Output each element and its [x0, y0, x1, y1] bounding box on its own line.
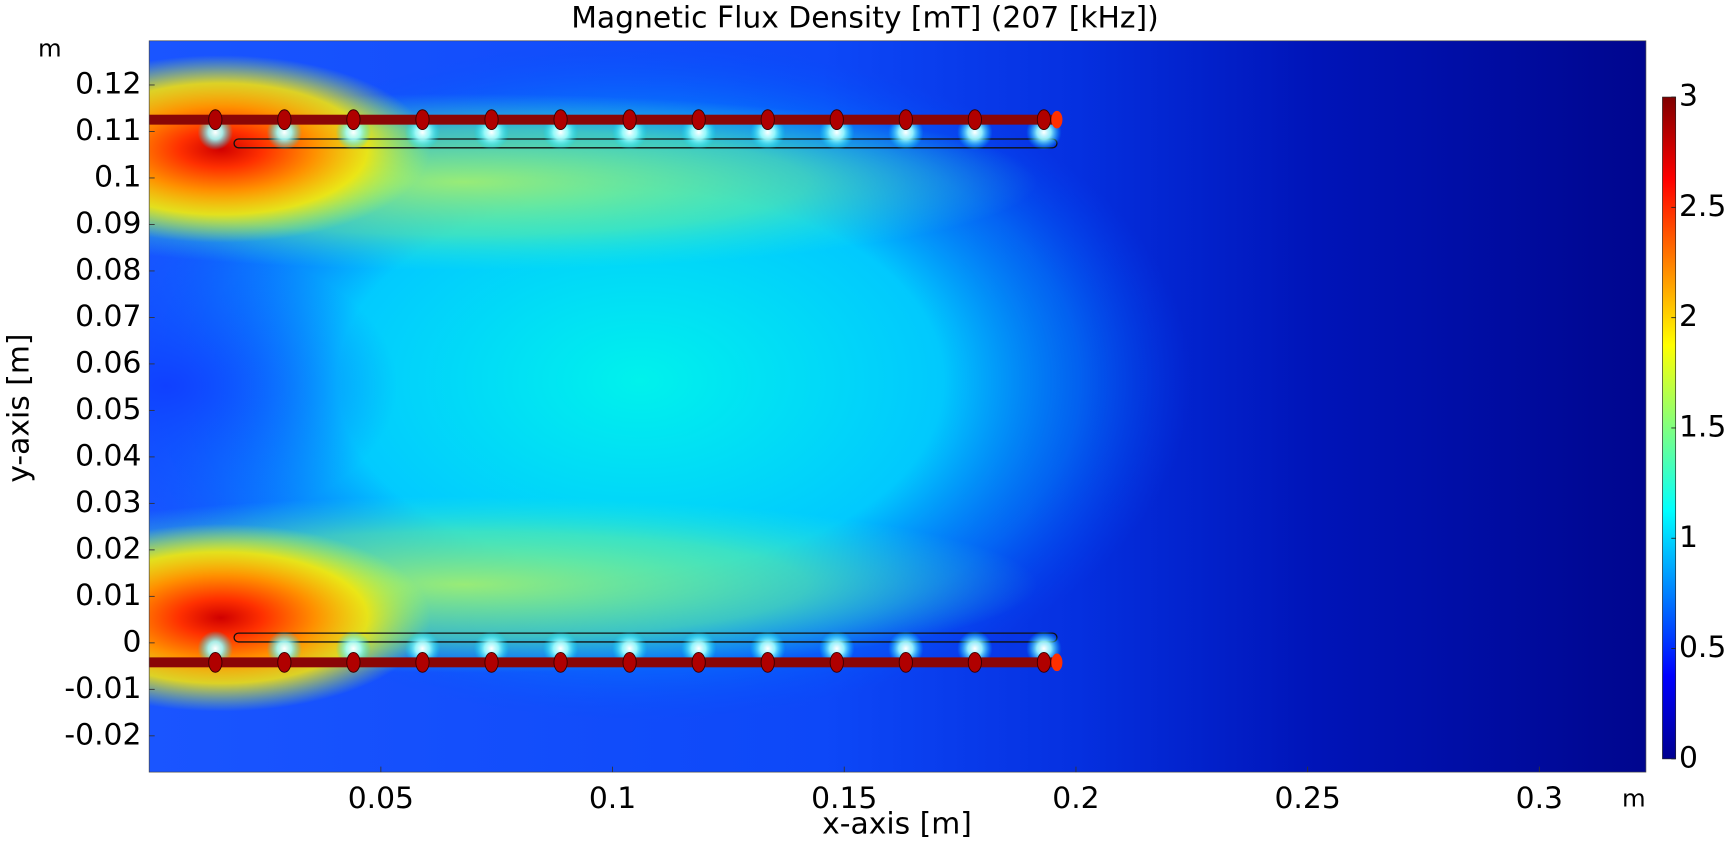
colorbar-tick-label: 0	[1679, 740, 1698, 775]
y-tick-label: 0.05	[75, 392, 141, 427]
y-tick-label: 0.09	[75, 206, 141, 241]
wire	[553, 651, 568, 673]
wire	[277, 651, 292, 673]
wire	[622, 651, 637, 673]
y-tick-label: 0.11	[75, 113, 141, 148]
y-tick-label: 0.01	[75, 578, 141, 613]
wire	[622, 109, 637, 131]
wire	[691, 109, 706, 131]
y-tick-label: 0.1	[94, 159, 141, 194]
wire	[691, 651, 706, 673]
wire	[415, 651, 430, 673]
x-tick-label: 0.05	[348, 781, 414, 816]
colorbar-tick-label: 1	[1679, 520, 1698, 555]
x-unit: m	[1622, 784, 1646, 813]
wire	[829, 109, 844, 131]
wire	[415, 109, 430, 131]
wire	[1036, 651, 1051, 673]
wire	[208, 651, 223, 673]
x-tick-label: 0.15	[811, 781, 877, 816]
x-tick-label: 0.2	[1052, 781, 1099, 816]
y-tick-label: 0.06	[75, 345, 141, 380]
colorbar-tick-label: 2.5	[1679, 189, 1726, 224]
y-tick-label: 0.07	[75, 299, 141, 334]
y-tick-label: 0	[122, 624, 141, 659]
x-axis-label: x-axis [m]	[822, 807, 972, 842]
y-tick-label: 0.02	[75, 531, 141, 566]
x-tick-label: 0.3	[1516, 781, 1563, 816]
y-tick-label: 0.08	[75, 252, 141, 287]
wire	[898, 109, 913, 131]
coils	[149, 109, 1063, 673]
coil-end	[1051, 653, 1063, 672]
field-low	[149, 242, 398, 530]
x-tick-label: 0.25	[1275, 781, 1341, 816]
y-axis-label: y-axis [m]	[2, 334, 37, 483]
wire	[1036, 109, 1051, 131]
wire	[760, 651, 775, 673]
wire	[967, 651, 982, 673]
y-tick-label: 0.04	[75, 438, 141, 473]
wire	[277, 109, 292, 131]
y-tick-label: -0.01	[64, 671, 141, 706]
wire	[967, 109, 982, 131]
coil-rod	[149, 657, 1057, 668]
coil-end	[1051, 110, 1063, 129]
wire	[346, 651, 361, 673]
wire	[208, 109, 223, 131]
y-tick-label: 0.12	[75, 66, 141, 101]
colorbar-tick-label: 2	[1679, 299, 1698, 334]
chart-title: Magnetic Flux Density [mT] (207 [kHz])	[571, 0, 1159, 35]
wire	[346, 109, 361, 131]
y-tick-label: 0.03	[75, 485, 141, 520]
y-unit: m	[38, 34, 62, 63]
colorbar-tick-label: 0.5	[1679, 630, 1726, 665]
wire	[898, 651, 913, 673]
colorbar-tick-label: 3	[1679, 79, 1698, 114]
colorbar-tick-label: 1.5	[1679, 409, 1726, 444]
wire	[829, 651, 844, 673]
coil-rod	[149, 114, 1057, 125]
wire	[484, 109, 499, 131]
plot-frame	[148, 40, 1647, 773]
wire	[553, 109, 568, 131]
wire	[484, 651, 499, 673]
y-tick-label: -0.02	[64, 717, 141, 752]
field	[149, 40, 1646, 773]
wire	[760, 109, 775, 131]
x-tick-label: 0.1	[589, 781, 636, 816]
